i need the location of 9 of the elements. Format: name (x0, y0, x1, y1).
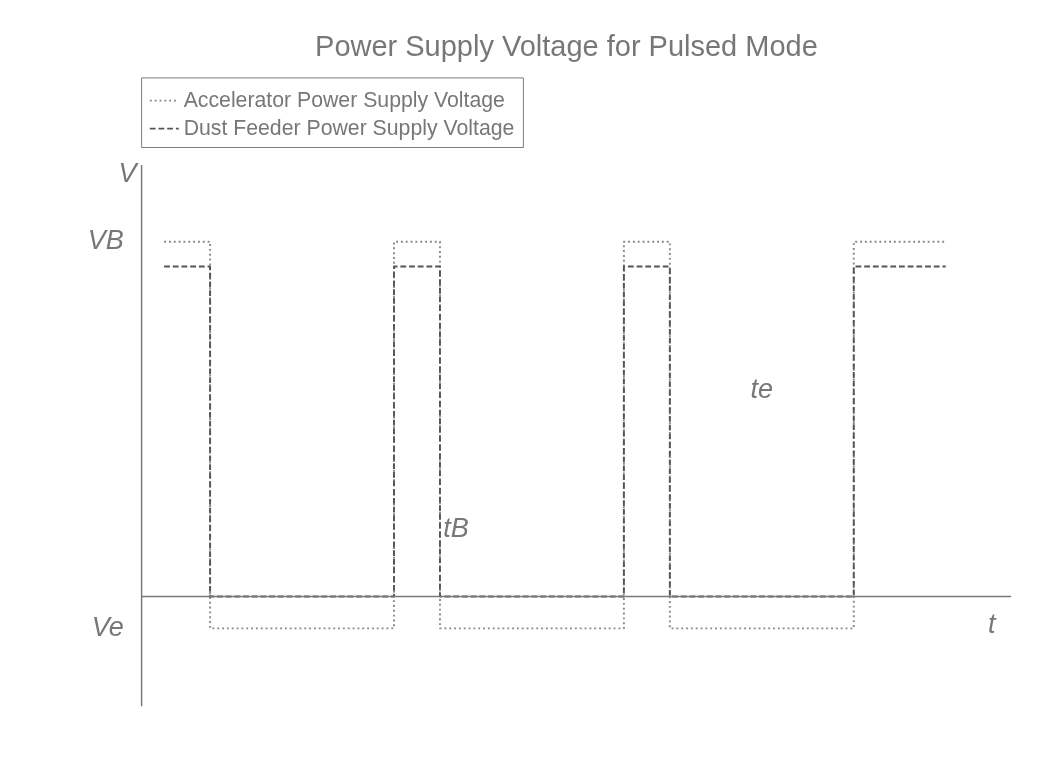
annotation: tB (443, 512, 469, 543)
text: VB (87, 225, 124, 256)
legend-label: Accelerator Power Supply Voltage (183, 88, 505, 113)
x-axis-title: t (987, 609, 997, 640)
y-axis-title: V (118, 157, 140, 188)
text: Ve (91, 612, 124, 643)
annotation: te (750, 374, 774, 405)
chart-title: Power Supply Voltage for Pulsed Mode (315, 29, 818, 62)
legend-label: Dust Feeder Power Supply Voltage (183, 116, 515, 141)
